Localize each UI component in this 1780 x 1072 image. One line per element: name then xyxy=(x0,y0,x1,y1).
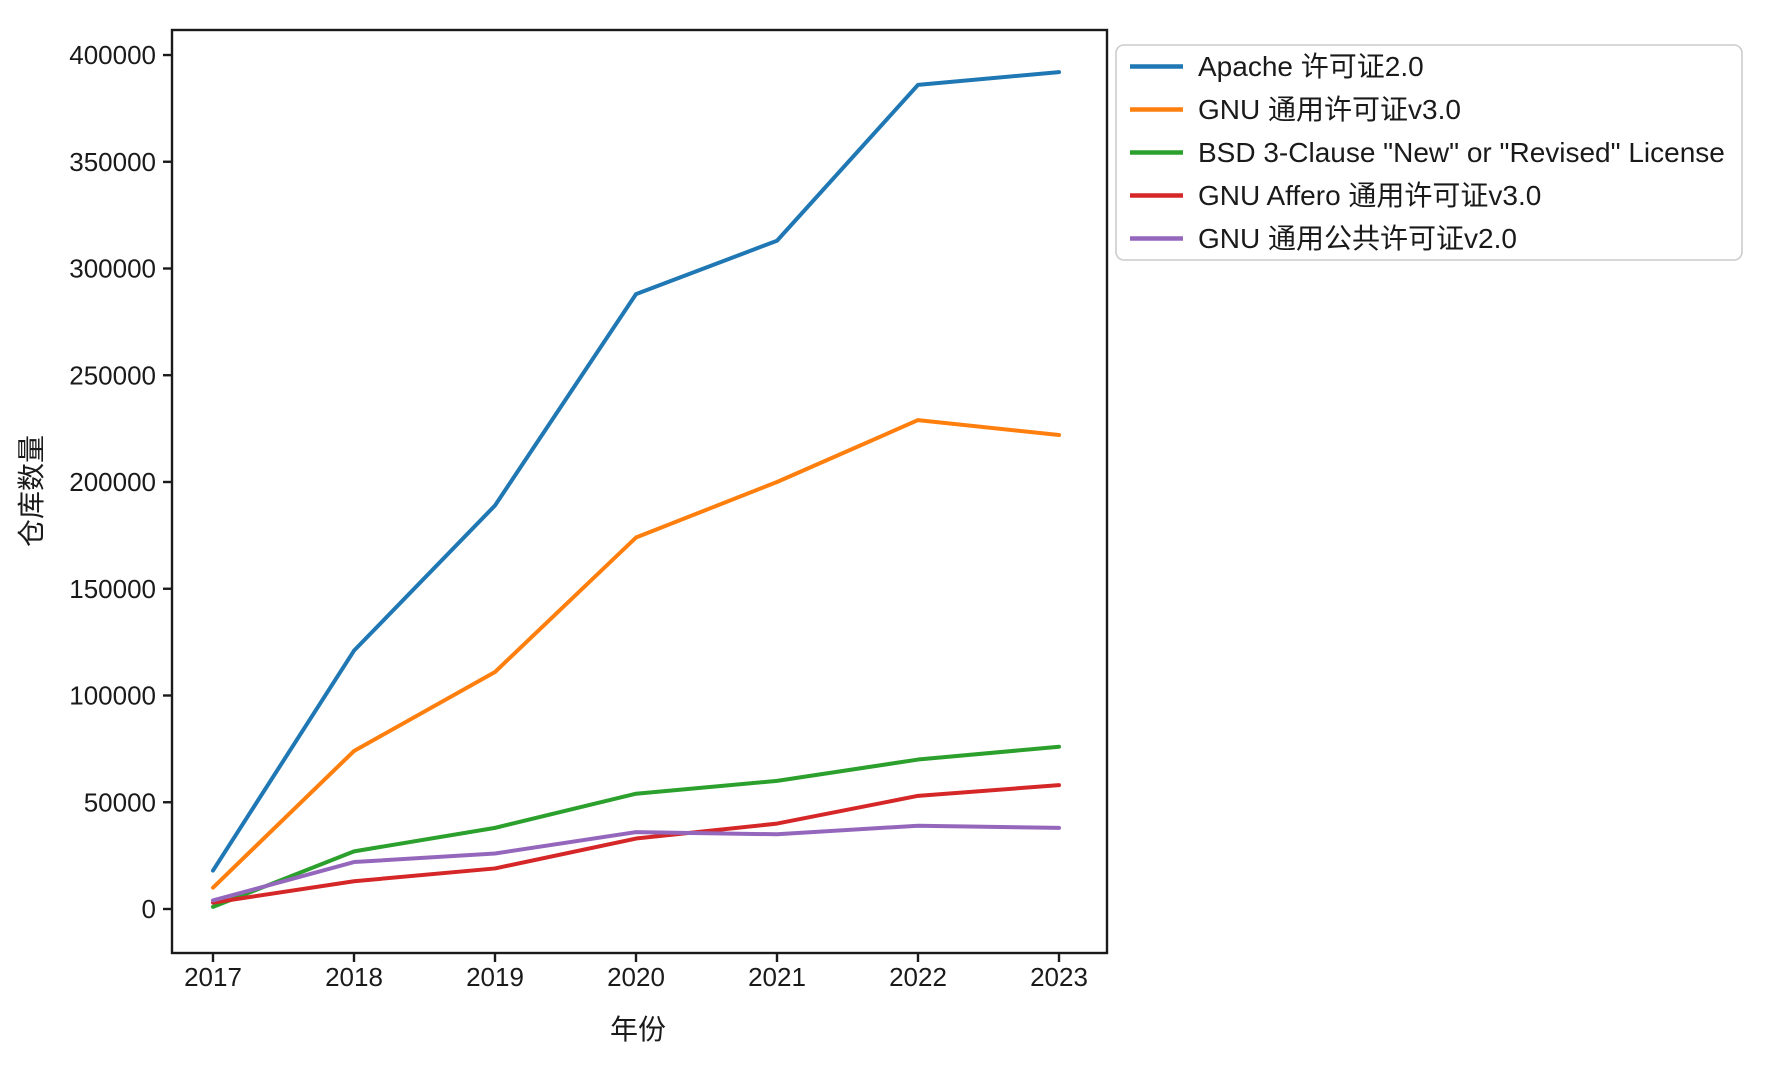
legend-label: GNU 通用公共许可证v2.0 xyxy=(1198,223,1517,254)
series-line xyxy=(211,70,1061,873)
legend-label: Apache 许可证2.0 xyxy=(1198,51,1424,82)
x-tick-label: 2020 xyxy=(607,962,665,992)
x-tick-label: 2017 xyxy=(184,962,242,992)
y-tick-label: 0 xyxy=(142,894,156,924)
legend-label: BSD 3-Clause "New" or "Revised" License xyxy=(1198,137,1725,168)
x-tick-label: 2018 xyxy=(325,962,383,992)
legend-label: GNU 通用许可证v3.0 xyxy=(1198,94,1461,125)
legend-box xyxy=(1115,44,1743,261)
y-tick-label: 300000 xyxy=(69,254,156,284)
y-tick-label: 250000 xyxy=(69,360,156,390)
x-tick-label: 2021 xyxy=(748,962,806,992)
x-axis-label: 年份 xyxy=(609,1014,667,1045)
x-tick-label: 2023 xyxy=(1030,962,1088,992)
series-line xyxy=(211,744,1061,909)
y-tick-label: 100000 xyxy=(69,681,156,711)
y-tick-label: 150000 xyxy=(69,574,156,604)
y-tick-label: 350000 xyxy=(69,147,156,177)
series-line xyxy=(211,783,1061,905)
x-tick-label: 2022 xyxy=(889,962,947,992)
y-tick-label: 50000 xyxy=(84,787,156,817)
y-tick-label: 200000 xyxy=(69,467,156,497)
legend-label: GNU Affero 通用许可证v3.0 xyxy=(1198,180,1541,211)
y-tick-label: 400000 xyxy=(69,40,156,70)
x-tick-label: 2019 xyxy=(466,962,524,992)
y-axis-label: 仓库数量 xyxy=(16,434,47,548)
series-line xyxy=(211,418,1061,890)
series-line xyxy=(211,823,1061,903)
plot-frame xyxy=(170,28,1109,955)
